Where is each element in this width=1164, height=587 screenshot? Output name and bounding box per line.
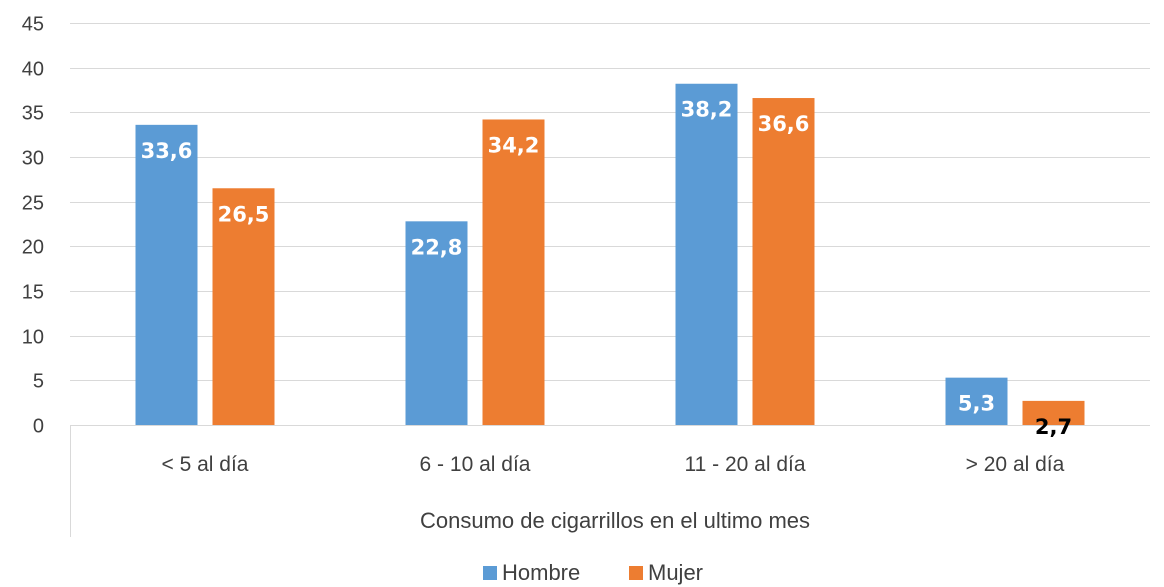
y-tick-label: 40 [22, 59, 44, 81]
x-category-label: > 20 al día [966, 453, 1065, 476]
data-label: 38,2 [681, 98, 733, 122]
y-tick-label: 30 [22, 148, 44, 170]
data-label: 2,7 [1035, 415, 1072, 439]
data-label: 34,2 [488, 133, 540, 157]
data-label: 36,6 [758, 112, 810, 136]
bar-hombre [945, 377, 1008, 425]
y-tick-label: 5 [33, 371, 44, 393]
x-axis-categories: < 5 al día 6 - 10 al día 11 - 20 al día > 2… [162, 453, 1065, 476]
y-tick-label: 45 [22, 14, 44, 36]
y-axis-ticks: 0 5 10 15 20 25 30 35 40 45 [22, 14, 44, 438]
bar-mujer [1022, 400, 1085, 425]
bar-mujer [752, 98, 815, 425]
y-tick-label: 15 [22, 282, 44, 304]
bar-mujer [212, 188, 275, 425]
y-tick-label: 20 [22, 237, 44, 259]
bar-hombre [135, 124, 198, 425]
data-label: 26,5 [218, 202, 270, 226]
bar-hombre [405, 221, 468, 425]
y-tick-label: 25 [22, 193, 44, 215]
y-tick-label: 35 [22, 103, 44, 125]
legend-label: Mujer [648, 560, 703, 585]
data-label: 22,8 [411, 235, 463, 259]
legend-swatch-hombre [483, 566, 497, 580]
bars [135, 83, 1085, 425]
data-label: 5,3 [958, 392, 995, 416]
x-category-label: < 5 al día [162, 453, 249, 476]
x-axis-title: Consumo de cigarrillos en el ultimo mes [420, 508, 810, 533]
x-category-label: 6 - 10 al día [420, 453, 531, 476]
legend-label: Hombre [502, 560, 580, 585]
bar-mujer [482, 119, 545, 425]
bar-hombre [675, 83, 738, 425]
y-tick-label: 10 [22, 327, 44, 349]
data-label: 33,6 [141, 139, 193, 163]
legend-swatch-mujer [629, 566, 643, 580]
data-labels: 33,6 26,5 22,8 34,2 38,2 36,6 5,3 2,7 [141, 98, 1073, 439]
legend: Hombre Mujer [483, 560, 703, 585]
x-category-label: 11 - 20 al día [684, 453, 805, 476]
y-tick-label: 0 [33, 416, 44, 438]
